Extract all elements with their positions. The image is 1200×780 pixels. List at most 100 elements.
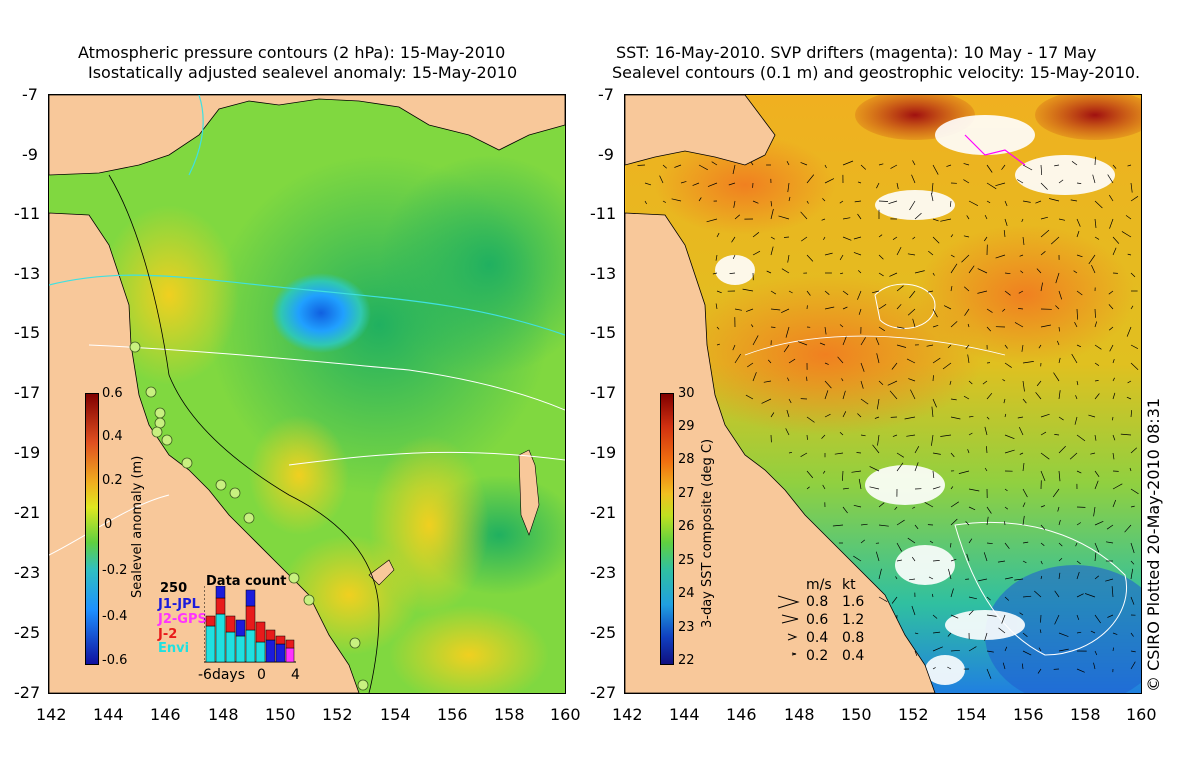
land-australia bbox=[625, 212, 936, 693]
velocity-vector bbox=[984, 467, 988, 472]
velocity-vector bbox=[637, 164, 646, 166]
velocity-vector bbox=[1094, 650, 1098, 656]
velocity-vector bbox=[860, 398, 869, 405]
velocity-vector bbox=[932, 614, 938, 619]
velocity-vector bbox=[1112, 452, 1115, 460]
data-count-xlabel: -6days bbox=[198, 667, 246, 683]
velocity-vector bbox=[1004, 362, 1012, 368]
velocity-vector bbox=[680, 181, 687, 184]
velocity-vector bbox=[894, 506, 898, 511]
velocity-vector bbox=[908, 378, 916, 382]
velocity-vector bbox=[1076, 182, 1082, 184]
right-map-svg bbox=[625, 95, 1141, 693]
velocity-vector bbox=[1004, 488, 1008, 492]
velocity-vector bbox=[1022, 541, 1029, 544]
sst-warm-patch bbox=[665, 275, 985, 435]
velocity-vector bbox=[896, 462, 904, 472]
velocity-vector bbox=[984, 236, 988, 242]
velocity-vector bbox=[1058, 218, 1066, 221]
velocity-vector bbox=[1058, 357, 1061, 364]
velocity-vector bbox=[1053, 372, 1060, 382]
velocity-vector bbox=[932, 272, 935, 276]
data-count-max: 250 bbox=[160, 581, 188, 596]
velocity-vector bbox=[950, 452, 955, 458]
velocity-vector bbox=[1130, 542, 1135, 554]
velocity-vector bbox=[977, 578, 988, 582]
velocity-vector bbox=[1014, 578, 1024, 581]
left-x-tick: 154 bbox=[380, 705, 411, 724]
velocity-vector bbox=[1057, 506, 1060, 512]
velocity-row-ms: 0.4 bbox=[806, 630, 829, 646]
velocity-vector bbox=[1076, 560, 1081, 565]
velocity-vector bbox=[783, 344, 790, 353]
velocity-vector bbox=[1094, 393, 1100, 400]
velocity-vector bbox=[950, 486, 954, 490]
velocity-vector bbox=[968, 538, 973, 544]
velocity-vector bbox=[968, 610, 974, 616]
velocity-vector bbox=[1021, 218, 1024, 223]
sst-hot-patch bbox=[1035, 95, 1141, 140]
velocity-vector bbox=[896, 542, 903, 552]
sealevel-contour bbox=[954, 522, 1127, 656]
mission-j-2: J-2 bbox=[158, 627, 178, 642]
right-y-tick: -15 bbox=[590, 323, 617, 342]
velocity-vector bbox=[832, 524, 844, 527]
velocity-vector bbox=[910, 389, 916, 400]
velocity-vector bbox=[842, 487, 849, 490]
velocity-vector bbox=[766, 270, 772, 274]
velocity-vector bbox=[1058, 326, 1060, 332]
depth-contour bbox=[108, 174, 380, 693]
velocity-vector bbox=[929, 540, 934, 544]
left-x-tick: 160 bbox=[550, 705, 581, 724]
velocity-vector bbox=[1055, 272, 1060, 284]
velocity-vector bbox=[1058, 416, 1064, 421]
velocity-vector bbox=[822, 198, 826, 202]
velocity-vector bbox=[1130, 488, 1139, 495]
velocity-row-ms: 0.6 bbox=[806, 612, 829, 628]
velocity-vector bbox=[1112, 392, 1116, 400]
velocity-vector bbox=[763, 380, 772, 383]
velocity-vector bbox=[840, 272, 844, 275]
velocity-vector bbox=[1112, 647, 1114, 652]
velocity-vector bbox=[860, 164, 867, 170]
velocity-vector bbox=[947, 344, 952, 349]
velocity-vector bbox=[1040, 164, 1043, 176]
velocity-vector bbox=[950, 398, 957, 401]
island bbox=[518, 449, 540, 536]
velocity-vector bbox=[977, 290, 988, 294]
left-colorbar-label: 0.4 bbox=[102, 429, 123, 444]
velocity-row-kt: 0.8 bbox=[842, 630, 865, 646]
velocity-vector bbox=[1120, 433, 1132, 436]
velocity-vector bbox=[824, 326, 827, 335]
velocity-vector bbox=[860, 337, 866, 346]
velocity-vector bbox=[995, 182, 1006, 187]
velocity-vector bbox=[860, 362, 865, 372]
velocity-vector bbox=[821, 218, 826, 221]
velocity-vector bbox=[1076, 230, 1080, 238]
velocity-vector bbox=[1054, 590, 1060, 598]
velocity-vector bbox=[857, 213, 862, 220]
velocity-vector bbox=[950, 558, 957, 562]
velocity-vector bbox=[1076, 631, 1082, 634]
velocity-vector bbox=[932, 308, 938, 318]
velocity-vector bbox=[967, 354, 970, 364]
velocity-vector bbox=[1001, 164, 1006, 170]
velocity-vector bbox=[1040, 524, 1046, 530]
velocity-vector bbox=[770, 236, 775, 240]
velocity-vector bbox=[892, 434, 898, 437]
velocity-vector bbox=[963, 395, 970, 400]
velocity-vector bbox=[1055, 305, 1060, 310]
velocity-vector bbox=[1093, 506, 1096, 517]
velocity-vector bbox=[986, 668, 992, 679]
velocity-vector bbox=[909, 290, 916, 299]
velocity-vector bbox=[732, 164, 736, 175]
velocity-vector bbox=[891, 362, 898, 370]
velocity-vector bbox=[806, 434, 808, 440]
velocity-vector bbox=[1130, 650, 1136, 653]
velocity-vector bbox=[716, 290, 722, 294]
right-y-tick: -7 bbox=[598, 85, 614, 104]
velocity-vector bbox=[878, 234, 883, 238]
velocity-vector bbox=[752, 250, 761, 256]
velocity-vector bbox=[752, 200, 759, 204]
velocity-vector bbox=[967, 323, 970, 328]
